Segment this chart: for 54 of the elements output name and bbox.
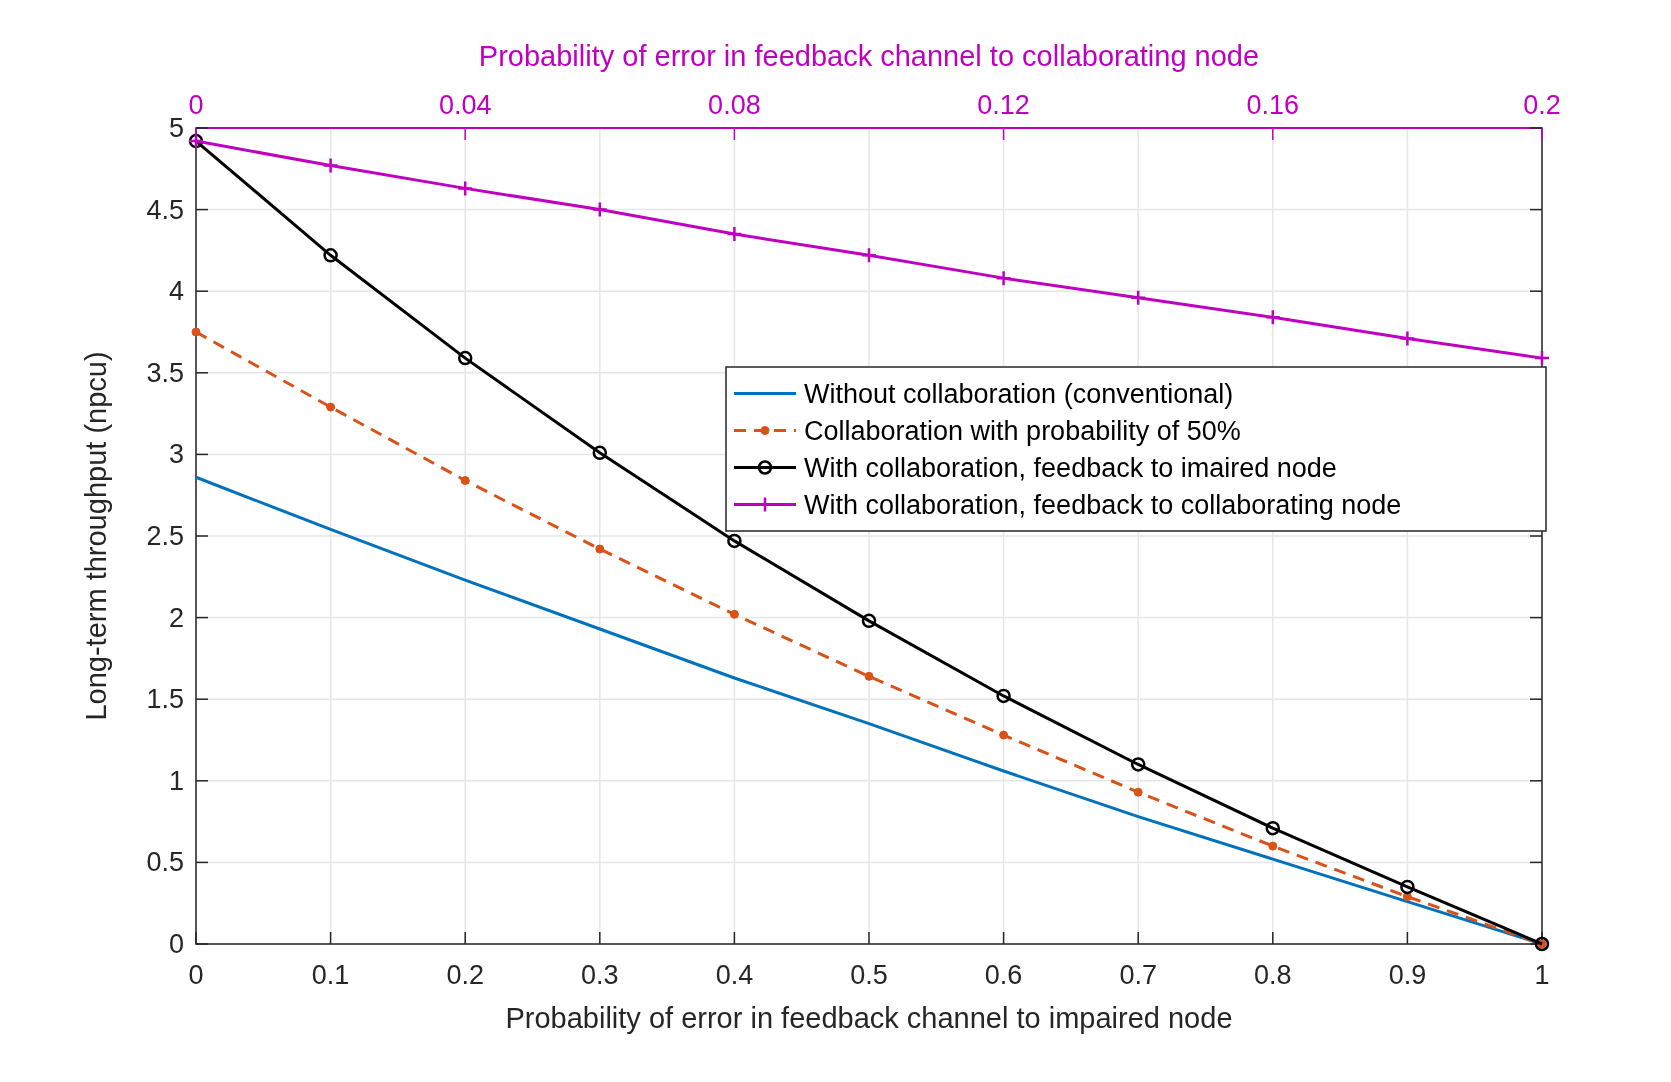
point <box>729 609 739 619</box>
x-tick-label: 0.9 <box>1388 960 1427 990</box>
point <box>595 544 605 554</box>
point <box>1265 820 1281 836</box>
legend-label: Without collaboration (conventional) <box>804 378 1234 409</box>
point <box>460 476 470 486</box>
x-tick-label: 0.8 <box>1254 960 1292 990</box>
y-tick-label: 3 <box>168 439 184 470</box>
y-tick-label: 0 <box>168 929 184 959</box>
x2-axis-title: Probability of error in feedback channel to collaborating node <box>478 40 1260 72</box>
x-tick-label: 0 <box>188 960 204 990</box>
x-tick-label: 0.4 <box>715 960 754 990</box>
point <box>1400 879 1415 895</box>
point <box>592 445 608 461</box>
y-axis-title: Long-term throughput (npcu) <box>80 351 112 721</box>
legend-label: With collaboration, feedback to collaborating node <box>804 489 1402 520</box>
y-tick-label: 1 <box>168 765 184 796</box>
point <box>326 402 336 412</box>
legend-label: With collaboration, feedback to imaired node <box>804 452 1337 483</box>
x-tick-label: 0.6 <box>984 960 1023 990</box>
x2-tick-label: 0 <box>188 90 204 120</box>
x-tick-label: 1 <box>1534 960 1550 990</box>
x-tick-label: 0.5 <box>850 960 888 990</box>
x2-tick-label: 0.08 <box>708 90 761 120</box>
point <box>457 350 473 366</box>
x2-tick-label: 0.12 <box>977 90 1030 120</box>
point <box>191 327 201 337</box>
point <box>727 533 742 549</box>
y-tick-label: 0.5 <box>146 847 184 878</box>
y-tick-label: 5 <box>168 113 184 143</box>
point <box>864 671 874 681</box>
point <box>1402 892 1412 902</box>
x2-tick-label: 0.2 <box>1523 90 1561 120</box>
point <box>323 248 338 263</box>
y-tick-label: 4.5 <box>146 194 184 225</box>
y-tick-label: 4 <box>168 276 184 307</box>
x-tick-label: 0.3 <box>581 960 619 990</box>
x-tick-label: 0.1 <box>311 960 350 990</box>
point <box>861 613 877 629</box>
x-axis-title: Probability of error in feedback channel to impaired node <box>505 1002 1233 1034</box>
y-tick-label: 2.5 <box>146 521 184 551</box>
point <box>1133 787 1143 797</box>
x-tick-label: 0.7 <box>1119 960 1157 990</box>
point <box>1130 757 1146 772</box>
x-tick-label: 0.2 <box>446 960 484 990</box>
x2-tick-label: 0.04 <box>438 90 492 120</box>
y-tick-label: 2 <box>168 602 184 633</box>
point <box>999 730 1009 740</box>
x2-tick-label: 0.16 <box>1246 90 1300 120</box>
point <box>1268 841 1278 851</box>
y-tick-label: 1.5 <box>146 684 184 715</box>
y-tick-label: 3.5 <box>146 357 184 388</box>
legend-label: Collaboration with probability of 50% <box>804 415 1241 446</box>
point <box>996 688 1011 704</box>
